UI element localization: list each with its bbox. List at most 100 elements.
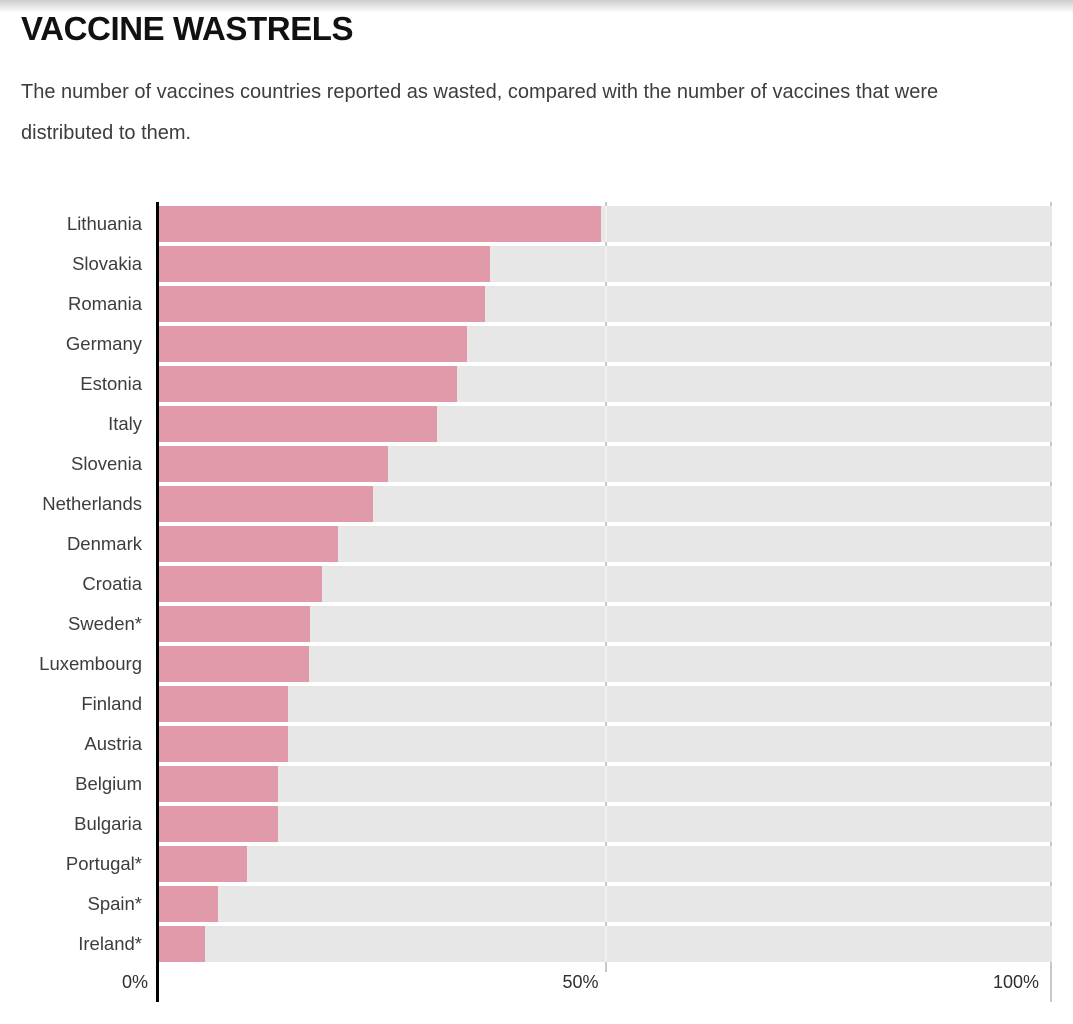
bar-track xyxy=(159,366,1052,402)
bar-row: Finland xyxy=(81,686,1052,722)
bar-track xyxy=(159,526,1052,562)
bar-track xyxy=(159,846,1052,882)
bar-row: Ireland* xyxy=(78,926,1052,962)
country-label: Denmark xyxy=(66,533,142,554)
country-label: Bulgaria xyxy=(74,813,142,834)
value-bar xyxy=(159,526,338,562)
gridline-seam-50pct xyxy=(604,206,607,242)
value-bar xyxy=(159,206,602,242)
bar-row: Denmark xyxy=(67,526,1052,562)
bar-row: Bulgaria xyxy=(74,806,1052,842)
country-label: Sweden* xyxy=(67,613,142,634)
bar-row: Italy xyxy=(108,406,1052,442)
bar-track xyxy=(159,606,1052,642)
gridline-seam-50pct xyxy=(604,246,607,282)
bar-row: Lithuania xyxy=(67,206,1052,242)
value-bar xyxy=(159,486,374,522)
country-label: Slovakia xyxy=(72,253,142,274)
gridline-seam-50pct xyxy=(604,366,607,402)
gridline-seam-50pct xyxy=(604,846,607,882)
gridline-seam-50pct xyxy=(604,406,607,442)
country-label: Ireland* xyxy=(78,933,142,954)
bar-track xyxy=(159,286,1052,322)
value-bar xyxy=(159,566,322,602)
country-label: Italy xyxy=(108,413,142,434)
country-label: Luxembourg xyxy=(39,653,142,674)
country-label: Slovenia xyxy=(71,453,142,474)
bar-track xyxy=(159,766,1052,802)
x-tick-label-50: 50% xyxy=(562,972,599,992)
plot-area: Lithuania Slovakia Romania Germany Eston… xyxy=(39,202,1052,1002)
bar-track xyxy=(159,246,1052,282)
value-bar xyxy=(159,886,218,922)
bar-row: Austria xyxy=(84,726,1052,762)
bar-row: Germany xyxy=(66,326,1052,362)
value-bar xyxy=(159,366,458,402)
bar-track xyxy=(159,326,1052,362)
value-bar xyxy=(159,246,491,282)
gridline-100pct xyxy=(1050,202,1052,1002)
gridline-seam-50pct xyxy=(604,446,607,482)
bar-row: Belgium xyxy=(75,766,1052,802)
value-bar xyxy=(159,326,468,362)
country-label: Estonia xyxy=(80,373,142,394)
gridline-seam-50pct xyxy=(604,486,607,522)
bar-track xyxy=(159,926,1052,962)
bar-row: Slovakia xyxy=(72,246,1052,282)
chart-title: VACCINE WASTRELS xyxy=(21,10,354,47)
value-bar xyxy=(159,446,388,482)
value-bar xyxy=(159,806,278,842)
value-bar xyxy=(159,726,288,762)
bar-row: Spain* xyxy=(87,886,1052,922)
x-axis: 0% 50% 100% xyxy=(122,972,1052,1002)
bar-track xyxy=(159,486,1052,522)
country-label: Romania xyxy=(67,293,142,314)
gridline-seam-50pct xyxy=(604,326,607,362)
bar-row: Estonia xyxy=(80,366,1052,402)
y-axis-line xyxy=(156,202,159,1002)
bar-track xyxy=(159,686,1052,722)
gridline-seam-50pct xyxy=(604,886,607,922)
bar-track xyxy=(159,886,1052,922)
bar-track xyxy=(159,646,1052,682)
country-label: Croatia xyxy=(82,573,142,594)
bar-track xyxy=(159,806,1052,842)
value-bar xyxy=(159,646,310,682)
gridline-seam-50pct xyxy=(604,526,607,562)
bar-row: Romania xyxy=(68,286,1052,322)
value-bar xyxy=(159,766,278,802)
country-label: Austria xyxy=(84,733,142,754)
bar-row: Luxembourg xyxy=(39,646,1052,682)
bar-track xyxy=(159,726,1052,762)
gridline-seam-50pct xyxy=(604,806,607,842)
x-tick-label-0: 0% xyxy=(121,972,148,992)
gridline-seam-50pct xyxy=(604,286,607,322)
bar-row: Portugal* xyxy=(66,846,1052,882)
gridline-seam-50pct xyxy=(604,606,607,642)
country-label: Germany xyxy=(65,333,142,354)
bar-row: Netherlands xyxy=(42,486,1052,522)
bar-row: Croatia xyxy=(82,566,1052,602)
top-gradient xyxy=(0,0,1073,13)
country-label: Belgium xyxy=(75,773,142,794)
country-label: Finland xyxy=(81,693,142,714)
country-label: Spain* xyxy=(87,893,142,914)
bar-track xyxy=(159,446,1052,482)
bar-track xyxy=(159,206,1052,242)
country-label: Portugal* xyxy=(65,853,142,874)
gridline-seam-50pct xyxy=(604,766,607,802)
bar-track xyxy=(159,406,1052,442)
bar-track xyxy=(159,566,1052,602)
value-bar xyxy=(159,686,289,722)
chart-subtitle: The number of vaccines countries reporte… xyxy=(21,81,939,144)
value-bar xyxy=(159,926,206,962)
value-bar xyxy=(159,286,485,322)
bar-rows: Lithuania Slovakia Romania Germany Eston… xyxy=(39,206,1052,962)
x-tick-label-100: 100% xyxy=(992,972,1039,992)
bar-row: Sweden* xyxy=(68,606,1052,642)
value-bar xyxy=(159,846,248,882)
value-bar xyxy=(159,406,437,442)
country-label: Netherlands xyxy=(42,493,142,514)
gridline-seam-50pct xyxy=(604,686,607,722)
gridline-seam-50pct xyxy=(604,566,607,602)
